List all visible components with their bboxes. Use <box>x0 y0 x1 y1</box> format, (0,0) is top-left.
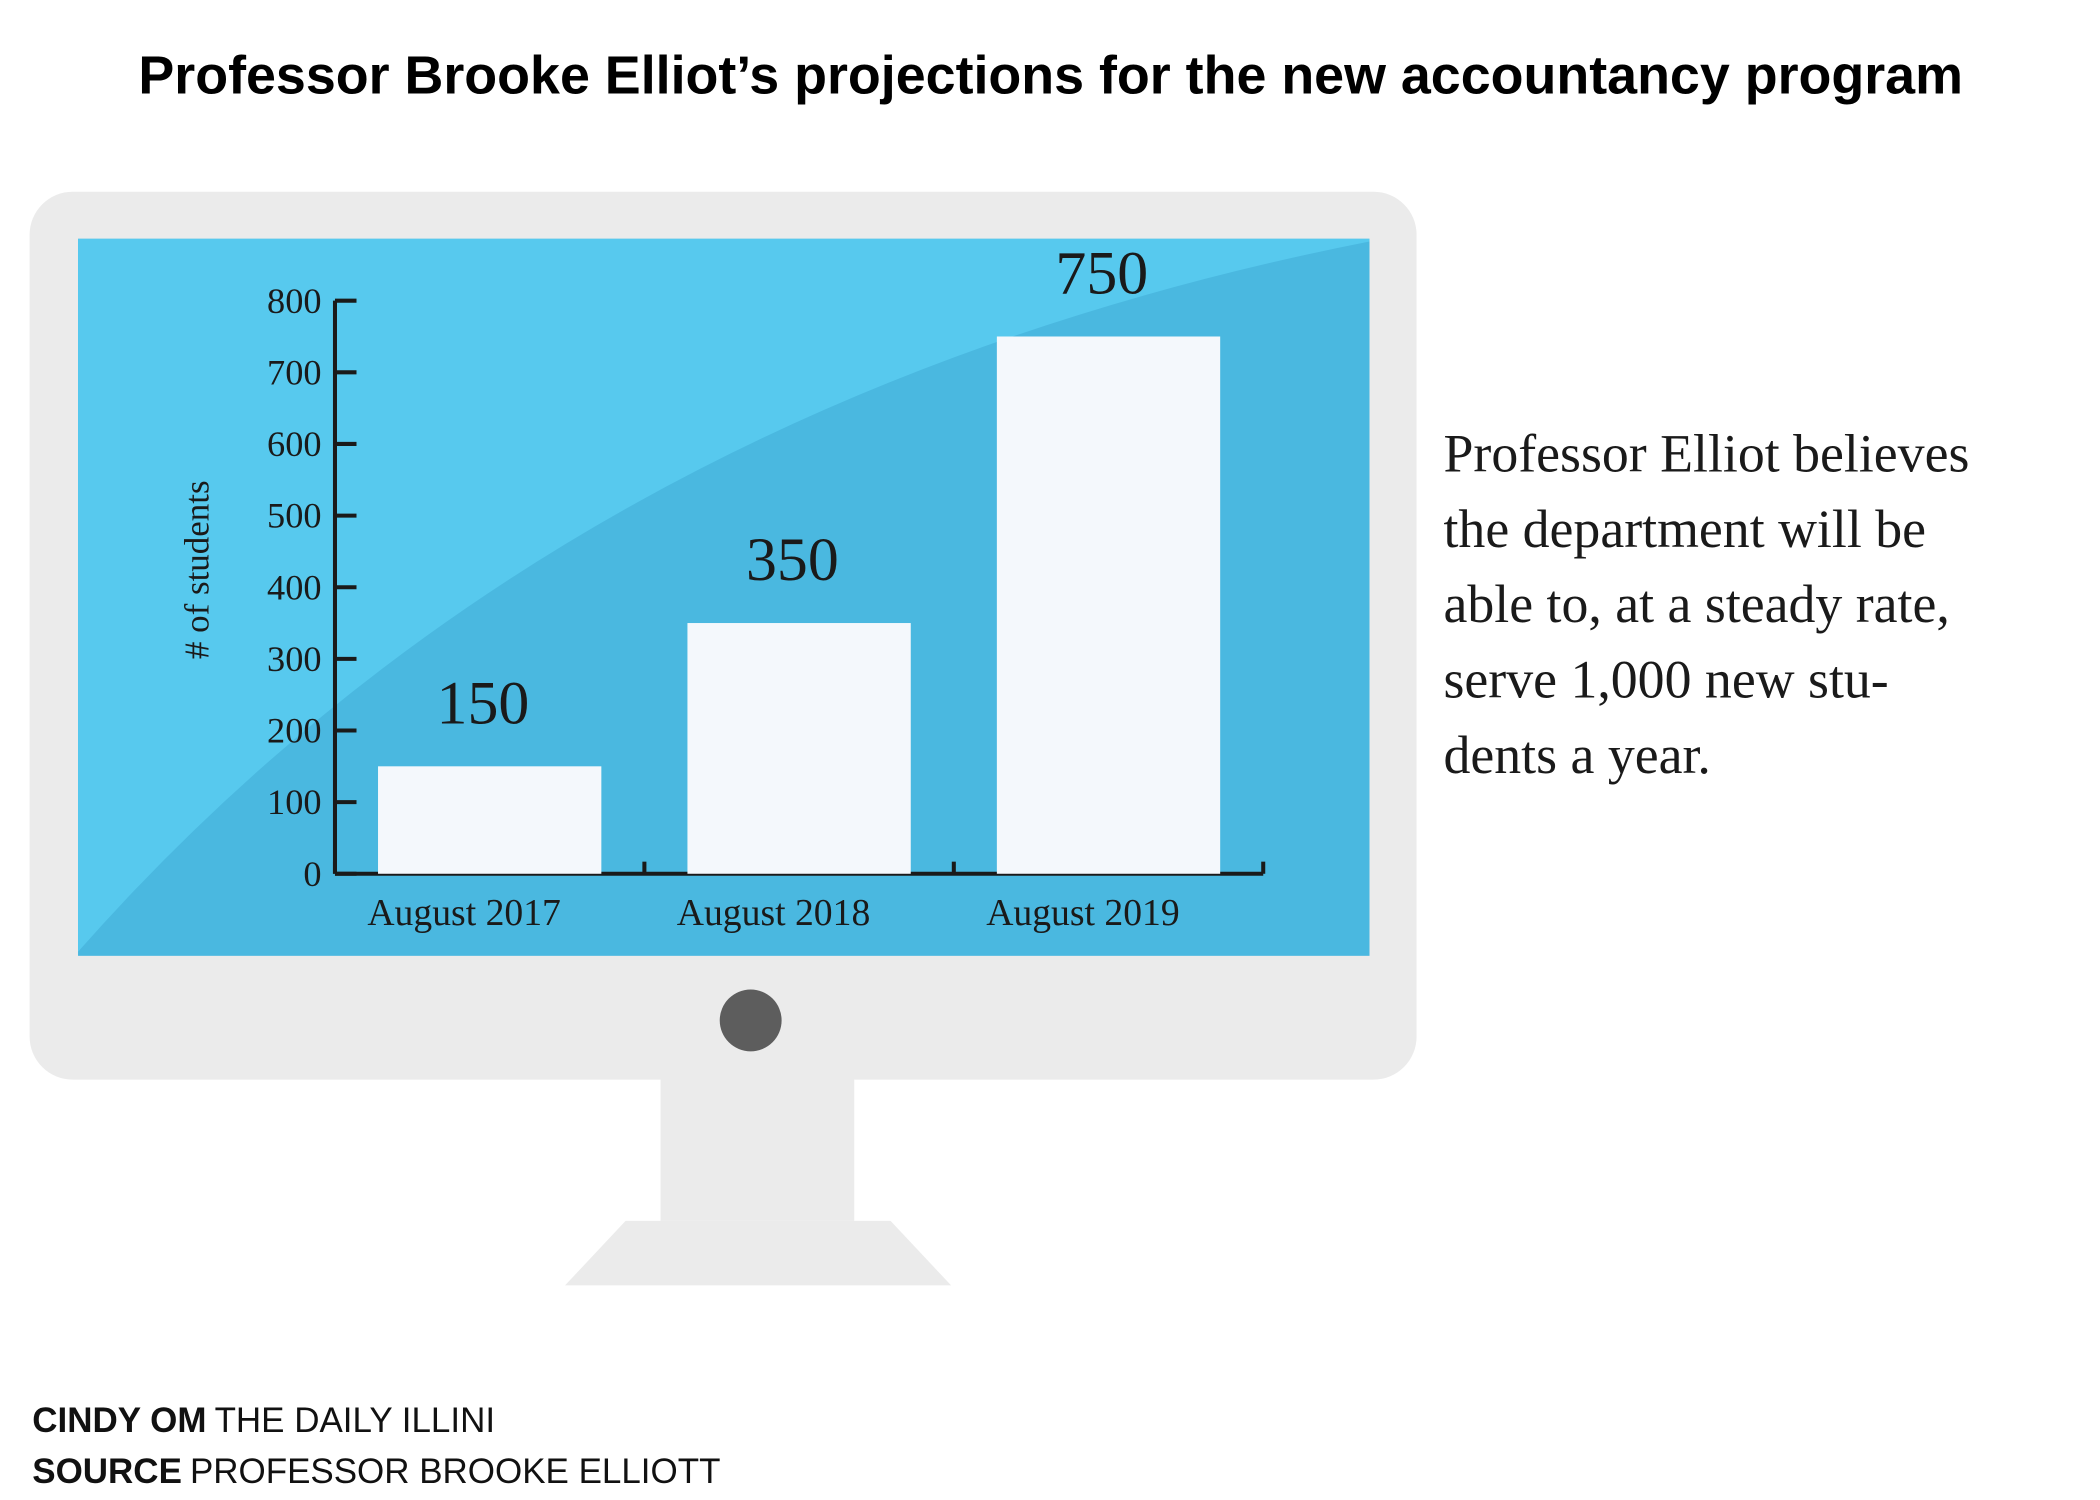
y-tick-label: 400 <box>267 567 321 607</box>
y-tick-label: 0 <box>303 854 321 894</box>
x-tick-label: August 2017 <box>367 892 561 934</box>
credit: CINDY OM THE DAILY ILLINI <box>32 1401 495 1440</box>
credit-text: THE DAILY ILLINI <box>215 1401 496 1440</box>
bar <box>687 623 911 874</box>
y-tick-label: 200 <box>267 711 321 751</box>
note-line: serve 1,000 new stu- <box>1443 650 1888 710</box>
y-tick-label: 800 <box>267 281 321 321</box>
note-line: Professor Elliot believes <box>1443 424 1969 484</box>
note: Professor Elliot believes the department … <box>1443 424 1969 785</box>
credit: SOURCE PROFESSOR BROOKE ELLIOTT <box>32 1452 720 1491</box>
chart-title: Professor Brooke Elliot’s projections fo… <box>138 45 1963 105</box>
credit-role: SOURCE <box>32 1452 182 1491</box>
plot: 0 100 200 300 400 500 600 700 800 150 August 2017 3… <box>267 239 1266 934</box>
bar <box>996 336 1221 874</box>
screen-highlight <box>78 238 1370 952</box>
monitor-neck <box>660 1072 855 1221</box>
x-tick-label: August 2018 <box>677 892 871 934</box>
value-label: 350 <box>746 526 839 594</box>
x-tick-label: August 2019 <box>986 892 1180 934</box>
credit-role: CINDY OM <box>32 1401 206 1440</box>
y-tick-label: 600 <box>267 424 321 464</box>
value-label: 150 <box>437 669 530 737</box>
y-tick-label: 700 <box>267 352 321 392</box>
y-tick-label: 500 <box>267 496 321 536</box>
y-axis-label: # of students <box>178 480 217 659</box>
bar <box>378 766 602 874</box>
value-label: 750 <box>1055 239 1148 307</box>
monitor-button <box>719 989 782 1052</box>
credit-text: PROFESSOR BROOKE ELLIOTT <box>190 1452 720 1491</box>
note-line: dents a year. <box>1443 725 1710 785</box>
credits: CINDY OM THE DAILY ILLINI SOURCE PROFESSOR … <box>32 1401 720 1491</box>
note-line: able to, at a steady rate, <box>1443 574 1949 634</box>
monitor-base <box>565 1220 952 1286</box>
note-line: the department will be <box>1443 499 1926 559</box>
y-tick-label: 300 <box>267 639 321 679</box>
y-tick-label: 100 <box>267 782 321 822</box>
